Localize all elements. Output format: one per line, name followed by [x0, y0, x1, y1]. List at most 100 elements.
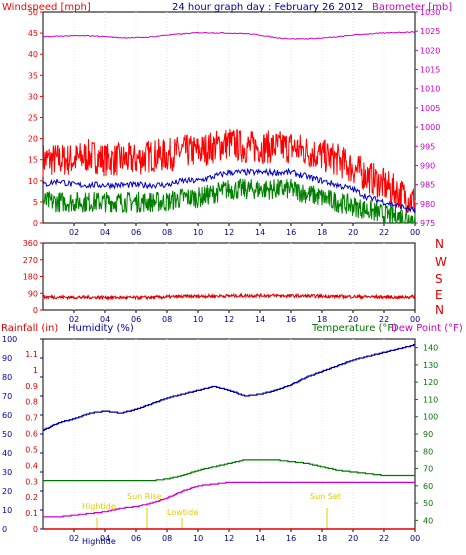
temp-y-tick-label: 90: [423, 430, 433, 439]
wind-x-tick-label: 00: [410, 228, 420, 237]
direction-y-tick-label: 180: [23, 273, 38, 282]
wind-y-tick-label: 5: [33, 198, 38, 207]
direction-x-tick-label: 12: [224, 315, 234, 324]
humidity-y-tick-label: 20: [2, 487, 12, 496]
wind-y-tick-label: 0: [33, 219, 38, 228]
compass-label: E: [435, 288, 443, 302]
humidity-y-tick-label: 0: [2, 525, 7, 534]
compass-label: S: [435, 272, 443, 286]
sunset-label: Sun Set: [310, 492, 341, 501]
humidity-y-tick-label: 70: [2, 392, 12, 401]
baro-y-tick-label: 1030: [420, 8, 440, 17]
temp-y-tick-label: 70: [423, 465, 433, 474]
direction-x-tick-label: 08: [162, 315, 172, 324]
wind-x-tick-label: 20: [348, 228, 358, 237]
wind-x-tick-label: 18: [317, 228, 327, 237]
wind-direction-series: [42, 292, 416, 301]
humidity-series: [43, 344, 415, 431]
temp-y-tick-label: 110: [423, 395, 438, 404]
climate-x-tick-label: 20: [348, 534, 358, 543]
rain-y-tick-label: 0.3: [25, 477, 38, 486]
direction-x-tick-label: 22: [379, 315, 389, 324]
baro-y-tick-label: 1020: [420, 46, 440, 55]
humidity-y-tick-label: 60: [2, 411, 12, 420]
humidity-y-tick-label: 10: [2, 506, 12, 515]
temp-y-tick-label: 140: [423, 344, 438, 353]
wind-y-tick-label: 10: [28, 177, 38, 186]
baro-y-tick-label: 995: [420, 142, 435, 151]
rain-y-tick-label: 0.4: [25, 461, 38, 470]
direction-y-tick-label: 360: [23, 239, 38, 248]
direction-y-tick-label: 90: [28, 289, 38, 298]
climate-x-tick-label: 02: [69, 534, 79, 543]
humidity-y-tick-label: 80: [2, 373, 12, 382]
windspeed-axis-label: Windspeed [mph]: [2, 2, 91, 13]
temp-y-tick-label: 80: [423, 447, 433, 456]
wind-x-tick-label: 06: [131, 228, 141, 237]
humidity-y-tick-label: 30: [2, 468, 12, 477]
hightide-label: Hightide: [82, 502, 116, 511]
wind-x-tick-label: 08: [162, 228, 172, 237]
climate-x-tick-label: 08: [162, 534, 172, 543]
dewpoint-series: [43, 481, 415, 518]
direction-x-tick-label: 14: [255, 315, 265, 324]
sunrise-label: Sun Rise: [127, 492, 162, 501]
graph-title: 24 hour graph day : February 26 2012: [172, 2, 363, 13]
lowtide-label: Lowtide: [167, 508, 198, 517]
humidity-y-tick-label: 50: [2, 430, 12, 439]
climate-x-tick-label: 14: [255, 534, 265, 543]
direction-x-tick-label: 02: [69, 315, 79, 324]
wind-avg-series: [42, 167, 416, 213]
direction-x-tick-label: 20: [348, 315, 358, 324]
rain-y-tick-label: 0: [33, 525, 38, 534]
direction-y-tick-label: 270: [23, 256, 38, 265]
direction-x-tick-label: 04: [100, 315, 110, 324]
climate-x-tick-label: 00: [410, 534, 420, 543]
barometer-series: [42, 31, 415, 40]
direction-x-tick-label: 16: [286, 315, 296, 324]
climate-x-tick-label: 16: [286, 534, 296, 543]
barometer-axis-label: Barometer [mb]: [372, 2, 452, 13]
baro-y-tick-label: 985: [420, 181, 435, 190]
wind-y-tick-label: 40: [28, 50, 38, 59]
direction-x-tick-label: 18: [317, 315, 327, 324]
climate-plot-area: [42, 338, 416, 530]
wind-y-tick-label: 20: [28, 135, 38, 144]
temp-y-tick-label: 60: [423, 482, 433, 491]
temperature-axis-label: Temperature (°F): [311, 323, 397, 334]
baro-y-tick-label: 1025: [420, 27, 440, 36]
climate-x-tick-label: 12: [224, 534, 234, 543]
wind-x-tick-label: 10: [193, 228, 203, 237]
rain-y-tick-label: 0.8: [25, 398, 38, 407]
direction-x-tick-label: 00: [410, 315, 420, 324]
rain-y-tick-label: 0.2: [25, 493, 38, 502]
wind-x-tick-label: 14: [255, 228, 265, 237]
wind-y-tick-label: 35: [28, 71, 38, 80]
rain-y-tick-label: 0.9: [25, 382, 38, 391]
humidity-y-tick-label: 100: [2, 335, 17, 344]
humidity-y-tick-label: 40: [2, 449, 12, 458]
baro-y-tick-label: 1005: [420, 104, 440, 113]
temperature-series: [43, 459, 415, 482]
wind-y-tick-label: 25: [28, 114, 38, 123]
compass-label: W: [435, 255, 447, 269]
direction-y-tick-label: 0: [33, 306, 38, 315]
climate-x-tick-label: 18: [317, 534, 327, 543]
baro-y-tick-label: 1010: [420, 85, 440, 94]
wind-x-tick-label: 12: [224, 228, 234, 237]
wind-y-tick-label: 15: [28, 156, 38, 165]
wind-x-tick-label: 02: [69, 228, 79, 237]
compass-label: N: [435, 237, 444, 251]
wind-y-tick-label: 45: [28, 29, 38, 38]
baro-y-tick-label: 990: [420, 161, 435, 170]
baro-y-tick-label: 980: [420, 200, 435, 209]
temp-y-tick-label: 100: [423, 413, 438, 422]
wind-min-series: [42, 178, 416, 224]
climate-x-tick-label: 10: [193, 534, 203, 543]
rain-y-tick-label: 0.6: [25, 430, 38, 439]
temp-y-tick-label: 130: [423, 361, 438, 370]
rain-y-tick-label: 1.1: [25, 350, 38, 359]
hightide-axis-label: Hightide: [82, 537, 116, 546]
rain-y-tick-label: 0.5: [25, 445, 38, 454]
